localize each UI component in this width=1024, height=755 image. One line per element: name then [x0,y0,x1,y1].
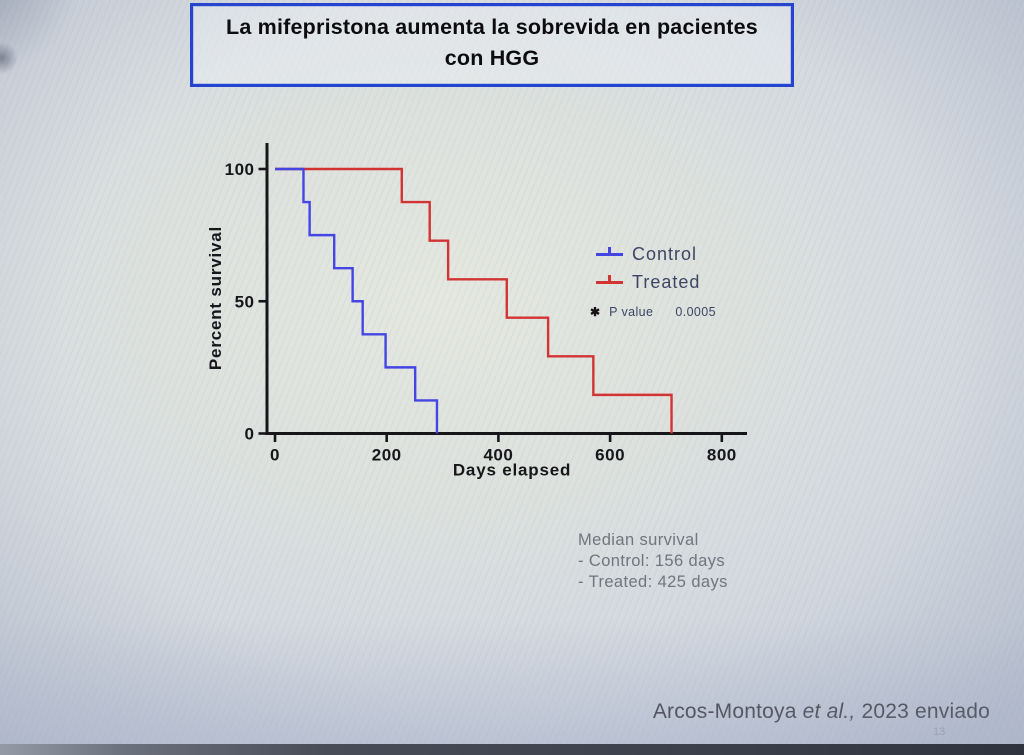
control-step-line-marker-icon [596,246,623,256]
chart-legend: Control Treated ✱ P value 0.0005 [590,240,716,320]
x-tick-label-600: 600 [595,446,625,465]
p-value-number: 0.0005 [675,305,716,319]
y-tick-label-0: 0 [245,425,255,444]
legend-item-treated: Treated [590,268,716,296]
screen-bottom-bezel [0,744,1024,755]
median-survival-heading: Median survival [578,531,699,549]
x-tick-label-0: 0 [270,446,280,465]
control-survival-curve [275,167,439,434]
citation-et-al: et al., [802,700,856,723]
survival-chart: 0 200 400 600 800 0 50 100 Days elapsed Percent s… [206,143,747,480]
slide-title-box: La mifepristona aumenta la sobrevida en … [190,3,794,87]
x-tick-label-800: 800 [707,446,737,465]
median-survival-treated: - Treated: 425 days [578,573,728,591]
citation-authors: Arcos-Montoya [652,700,803,723]
citation-text: Arcos-Montoya et al., 2023 enviado [653,700,990,724]
slide-title-line-1: La mifepristona aumenta la sobrevida en … [226,15,758,39]
legend-item-control: Control [590,240,716,268]
median-survival-note: Median survival - Control: 156 days - Tr… [578,530,728,593]
citation-year: 2023 enviado [855,700,990,723]
p-value-label: P value [609,305,654,319]
x-tick-label-400: 400 [483,446,513,465]
p-value-annotation: ✱ P value 0.0005 [590,305,716,319]
y-tick-label-50: 50 [235,292,255,311]
x-tick-label-200: 200 [372,446,402,465]
page-number: 13 [933,726,946,738]
treated-survival-curve [275,167,673,434]
y-tick-label-100: 100 [225,160,255,179]
censor-tick-icon [608,274,611,284]
legend-label-control: Control [632,243,698,264]
censor-tick-icon [608,246,611,256]
y-axis-title: Percent survival [206,226,225,370]
x-axis-title: Days elapsed [453,461,571,480]
treated-step-line-marker-icon [596,274,623,284]
legend-label-treated: Treated [632,271,701,292]
significance-asterisk-icon: ✱ [590,305,601,319]
median-survival-control: - Control: 156 days [578,552,726,570]
slide-title-line-2: con HGG [444,46,540,70]
